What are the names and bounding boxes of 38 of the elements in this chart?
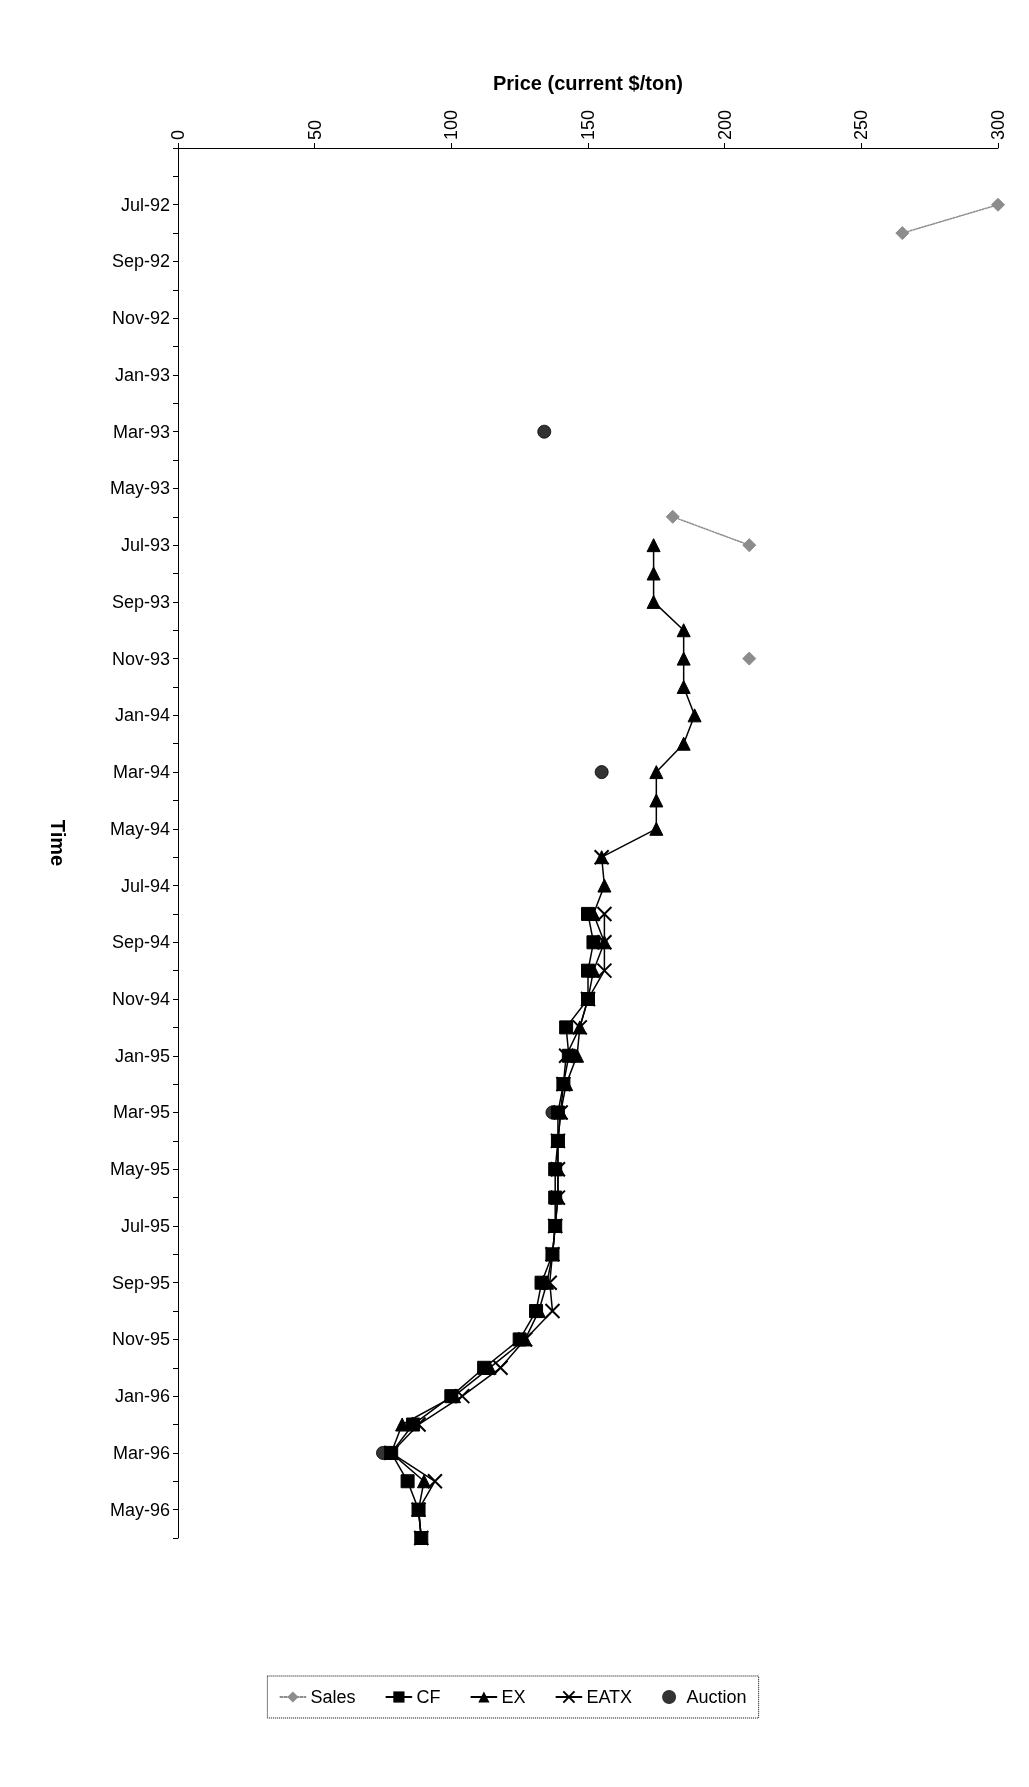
y-tick-label: Sep-95	[111, 1272, 170, 1293]
y-tick-label: Nov-94	[111, 989, 170, 1010]
x-tick-label: 300	[988, 109, 1008, 140]
y-tick-label: Mar-94	[112, 762, 170, 783]
y-tick-label: Jan-93	[114, 364, 170, 385]
legend-label: CF	[416, 1687, 441, 1707]
x-tick-label: 200	[714, 109, 735, 140]
y-tick-label: May-94	[109, 818, 170, 839]
y-tick-label: Jul-94	[120, 875, 170, 896]
y-tick-label: Mar-93	[112, 421, 170, 442]
x-tick-label: 250	[851, 109, 872, 140]
y-tick-label: Mar-96	[112, 1442, 170, 1463]
legend-label: EATX	[586, 1687, 633, 1707]
legend-label: EX	[501, 1687, 526, 1707]
x-axis-title: Price (current $/ton)	[492, 72, 684, 94]
y-tick-label: Jan-94	[114, 705, 170, 726]
y-tick-label: Jul-95	[120, 1215, 170, 1236]
x-tick-label: 50	[304, 119, 325, 140]
y-tick-label: Jul-92	[120, 194, 170, 215]
x-tick-label: 100	[441, 109, 462, 140]
y-tick-label: Nov-95	[111, 1329, 170, 1350]
y-tick-label: Mar-95	[112, 1102, 170, 1123]
y-axis-title: Time	[47, 819, 69, 867]
legend-label: Auction	[686, 1687, 747, 1707]
y-tick-label: Sep-93	[111, 591, 170, 612]
y-tick-label: Nov-93	[111, 648, 170, 669]
x-tick-label: 150	[578, 109, 598, 140]
y-tick-label: Sep-94	[111, 932, 170, 953]
y-tick-label: May-95	[109, 1159, 170, 1180]
y-tick-label: Jan-95	[114, 1045, 170, 1066]
y-tick-label: Nov-92	[111, 308, 170, 329]
y-tick-label: Sep-92	[111, 251, 170, 272]
y-tick-label: Jan-96	[114, 1386, 170, 1407]
y-tick-label: May-96	[109, 1499, 170, 1520]
y-tick-label: May-93	[109, 478, 170, 499]
x-tick-label: 0	[168, 129, 188, 140]
legend-label: Sales	[310, 1687, 356, 1707]
y-tick-label: Jul-93	[120, 535, 170, 556]
